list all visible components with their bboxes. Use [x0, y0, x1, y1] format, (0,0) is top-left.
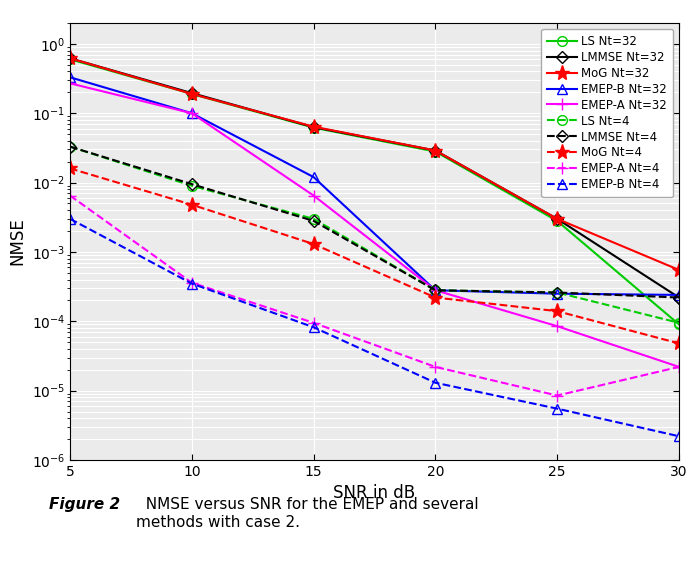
Line: EMEP-B Nt=32: EMEP-B Nt=32	[65, 72, 684, 300]
MoG Nt=32	[309, 123, 318, 130]
EMEP-B Nt=32	[188, 110, 196, 117]
Text: Figure 2: Figure 2	[49, 497, 120, 512]
EMEP-A Nt=32	[675, 363, 683, 370]
EMEP-B Nt=32	[431, 287, 440, 294]
EMEP-B Nt=4	[66, 216, 74, 223]
LS Nt=32	[188, 90, 196, 97]
EMEP-A Nt=32	[309, 192, 318, 199]
Line: EMEP-A Nt=32: EMEP-A Nt=32	[64, 77, 685, 373]
Line: LS Nt=32: LS Nt=32	[65, 55, 684, 329]
Text: NMSE versus SNR for the EMEP and several
methods with case 2.: NMSE versus SNR for the EMEP and several…	[136, 497, 479, 530]
LS Nt=32	[553, 217, 561, 224]
Line: LMMSE Nt=4: LMMSE Nt=4	[66, 143, 683, 302]
Y-axis label: NMSE: NMSE	[8, 217, 26, 266]
LS Nt=4	[309, 216, 318, 223]
EMEP-B Nt=4	[309, 324, 318, 331]
MoG Nt=4	[675, 340, 683, 347]
MoG Nt=32	[66, 55, 74, 62]
LMMSE Nt=4	[309, 217, 318, 224]
EMEP-A Nt=4	[675, 363, 683, 370]
Line: MoG Nt=4: MoG Nt=4	[62, 161, 687, 351]
Legend: LS Nt=32, LMMSE Nt=32, MoG Nt=32, EMEP-B Nt=32, EMEP-A Nt=32, LS Nt=4, LMMSE Nt=: LS Nt=32, LMMSE Nt=32, MoG Nt=32, EMEP-B…	[541, 29, 673, 197]
EMEP-A Nt=32	[553, 323, 561, 329]
LMMSE Nt=32	[309, 124, 318, 131]
LS Nt=4	[675, 319, 683, 326]
LMMSE Nt=32	[675, 294, 683, 301]
MoG Nt=32	[553, 216, 561, 223]
EMEP-B Nt=4	[431, 380, 440, 386]
MoG Nt=32	[675, 266, 683, 273]
EMEP-B Nt=32	[553, 290, 561, 297]
Line: LS Nt=4: LS Nt=4	[65, 142, 684, 328]
EMEP-B Nt=32	[309, 174, 318, 181]
LMMSE Nt=4	[675, 294, 683, 301]
EMEP-B Nt=32	[66, 74, 74, 81]
LMMSE Nt=4	[66, 143, 74, 150]
LS Nt=4	[188, 182, 196, 189]
LS Nt=4	[66, 143, 74, 150]
MoG Nt=4	[66, 165, 74, 172]
LS Nt=32	[309, 124, 318, 131]
LMMSE Nt=32	[66, 55, 74, 62]
MoG Nt=32	[431, 147, 440, 154]
EMEP-B Nt=4	[188, 280, 196, 287]
LS Nt=4	[431, 287, 440, 294]
MoG Nt=4	[309, 240, 318, 247]
MoG Nt=4	[188, 201, 196, 208]
EMEP-B Nt=32	[675, 292, 683, 298]
LMMSE Nt=4	[553, 289, 561, 296]
LMMSE Nt=32	[553, 216, 561, 223]
EMEP-A Nt=4	[66, 192, 74, 199]
EMEP-A Nt=4	[309, 319, 318, 326]
X-axis label: SNR in dB: SNR in dB	[333, 484, 416, 503]
MoG Nt=32	[188, 90, 196, 97]
EMEP-B Nt=4	[553, 405, 561, 412]
LS Nt=32	[675, 321, 683, 328]
MoG Nt=4	[431, 294, 440, 301]
LS Nt=32	[66, 56, 74, 63]
EMEP-A Nt=32	[66, 80, 74, 87]
EMEP-B Nt=4	[675, 433, 683, 440]
EMEP-A Nt=32	[431, 287, 440, 294]
LMMSE Nt=4	[431, 287, 440, 294]
Line: MoG Nt=32: MoG Nt=32	[62, 51, 687, 278]
LS Nt=4	[553, 289, 561, 296]
EMEP-A Nt=32	[188, 110, 196, 117]
EMEP-A Nt=4	[553, 392, 561, 399]
Line: LMMSE Nt=32: LMMSE Nt=32	[66, 54, 683, 302]
LS Nt=32	[431, 148, 440, 155]
LMMSE Nt=32	[431, 147, 440, 154]
Line: EMEP-A Nt=4: EMEP-A Nt=4	[64, 189, 685, 402]
LMMSE Nt=32	[188, 90, 196, 97]
Line: EMEP-B Nt=4: EMEP-B Nt=4	[65, 214, 684, 441]
LMMSE Nt=4	[188, 181, 196, 187]
EMEP-A Nt=4	[188, 279, 196, 286]
MoG Nt=4	[553, 308, 561, 315]
EMEP-A Nt=4	[431, 363, 440, 370]
